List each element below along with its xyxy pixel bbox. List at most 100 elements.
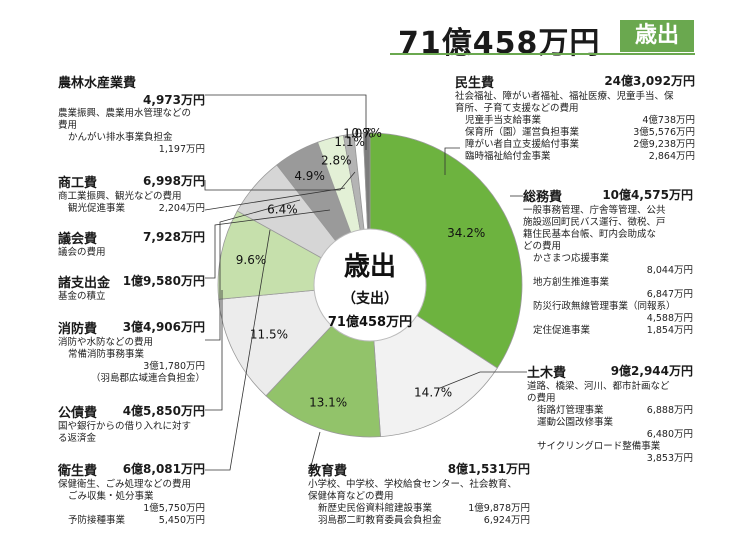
item-row: 予防接種事業 5,450万円 bbox=[68, 515, 205, 526]
percent-label: 4.9% bbox=[294, 169, 325, 183]
item-name: かんがい排水事業負担金 bbox=[68, 132, 173, 143]
category-name: 商工費 bbox=[58, 176, 98, 191]
leader-lines bbox=[204, 94, 527, 471]
category-desc: 施設巡回町民バス運行、徴税、戸 bbox=[523, 217, 666, 228]
leader-shoubou bbox=[205, 199, 301, 341]
item-amount: 8,044万円 bbox=[646, 265, 693, 276]
item-row: 街路灯管理事業 6,888万円 bbox=[537, 405, 693, 416]
leader-kyouiku bbox=[309, 431, 321, 471]
category-desc: 費用 bbox=[58, 120, 78, 131]
category-name: 議会費 bbox=[58, 232, 98, 247]
leader-gikai bbox=[204, 187, 346, 211]
category-desc: 道路、橋梁、河川、都市計画など bbox=[527, 381, 670, 392]
category-desc: る返済金 bbox=[58, 433, 97, 444]
item-name: ごみ収集・処分事業 bbox=[68, 491, 154, 502]
category-amount: 6,998万円 bbox=[143, 174, 205, 188]
center-title: 歳出 bbox=[344, 252, 396, 282]
item-name: かさまつ応援事業 bbox=[533, 253, 610, 264]
percent-label: 11.5% bbox=[250, 327, 288, 341]
item-amount: 6,480万円 bbox=[646, 429, 693, 440]
category-shoukou: 商工費 6,998万円 商工業振興、観光などの費用 観光促進事業 2,204万円 bbox=[58, 172, 205, 215]
category-amount: 24億3,092万円 bbox=[604, 74, 695, 88]
header-total: 71億458万円 bbox=[398, 26, 601, 61]
center-total: 71億458万円 bbox=[328, 314, 412, 330]
category-desc: 小学校、中学校、学校給食センター、社会教育、 bbox=[308, 479, 517, 490]
category-desc: 基金の積立 bbox=[58, 291, 106, 302]
item-amount: 3億1,780万円 bbox=[143, 361, 205, 372]
percent-label: 0.7% bbox=[351, 126, 382, 140]
percent-label: 14.7% bbox=[414, 385, 452, 399]
category-desc: 農業振興、農業用水管理などの bbox=[58, 108, 192, 119]
category-desc: 保健体育などの費用 bbox=[308, 491, 394, 502]
category-desc: 国や銀行からの借り入れに対す bbox=[58, 421, 192, 432]
center-subtitle: （支出） bbox=[342, 290, 398, 307]
category-desc: 籍住民基本台帳、町内会助成な bbox=[523, 229, 657, 240]
category-amount: 6億8,081万円 bbox=[122, 462, 205, 476]
category-doboku: 土木費 9億2,944万円 道路、橋梁、河川、都市計画など の費用 街路灯管理事… bbox=[527, 362, 693, 465]
category-name: 総務費 bbox=[523, 190, 563, 205]
percent-label: 2.8% bbox=[321, 153, 352, 167]
category-desc: どの費用 bbox=[523, 241, 562, 252]
category-desc: 議会の費用 bbox=[58, 247, 106, 258]
item-row: 観光促進事業 2,204万円 bbox=[68, 203, 205, 214]
item-name: サイクリングロード整備事業 bbox=[537, 441, 661, 452]
item-row: 羽島郡二町教育委員会負担金 6,924万円 bbox=[318, 515, 530, 526]
category-desc: 社会福祉、障がい者福祉、福祉医療、児童手当、保 bbox=[455, 91, 674, 102]
donut-hole bbox=[313, 228, 427, 342]
item-row: 新歴史民俗資料館建設事業 1億9,878万円 bbox=[318, 503, 530, 514]
category-name: 公債費 bbox=[58, 406, 98, 421]
category-amount: 3億4,906万円 bbox=[122, 320, 205, 334]
category-name: 土木費 bbox=[527, 366, 567, 381]
category-eisei: 衛生費 6億8,081万円 保健衛生、ごみ処理などの費用 ごみ収集・処分事業 1… bbox=[58, 460, 205, 527]
category-minsei: 民生費 24億3,092万円 社会福祉、障がい者福祉、福祉医療、児童手当、保 育… bbox=[455, 72, 695, 163]
category-amount: 10億4,575万円 bbox=[602, 188, 693, 202]
category-name: 消防費 bbox=[58, 322, 98, 337]
category-soumu: 総務費 10億4,575万円 一般事務管理、庁舎等管理、公共 施設巡回町民バス運… bbox=[523, 186, 693, 337]
item-row: 保育所（園）運営負担事業 3億5,576万円 bbox=[465, 127, 695, 138]
percent-label: 34.2% bbox=[447, 226, 485, 240]
percent-label: 6.4% bbox=[267, 203, 298, 217]
category-desc: 育所、子育て支援などの費用 bbox=[455, 103, 579, 114]
item-row: 児童手当支給事業 4億738万円 bbox=[465, 115, 695, 126]
percent-label: 9.6% bbox=[236, 253, 267, 267]
percent-label: 1.1% bbox=[334, 135, 365, 149]
category-nourin: 農林水産業費 4,973万円 農業振興、農業用水管理などの 費用 かんがい排水事… bbox=[58, 72, 205, 156]
item-name: 地方創生推進事業 bbox=[533, 277, 610, 288]
leader-shoukou bbox=[204, 171, 356, 191]
item-name: 防災行政無線管理事業（同報系） bbox=[533, 301, 676, 312]
category-name: 衛生費 bbox=[58, 464, 98, 479]
item-name: 常備消防事務事業 bbox=[68, 349, 145, 360]
category-shoubou: 消防費 3億4,906万円 消防や水防などの費用 常備消防事務事業 3億1,78… bbox=[58, 318, 205, 385]
item-row: 障がい者自立支援給付事業 2億9,238万円 bbox=[465, 139, 695, 150]
category-kousai: 公債費 4億5,850万円 国や銀行からの借り入れに対す る返済金 bbox=[58, 402, 205, 445]
category-desc: 保健衛生、ごみ処理などの費用 bbox=[58, 479, 192, 490]
item-row: 臨時福祉給付金事業 2,864万円 bbox=[465, 151, 695, 162]
leader-doboku bbox=[439, 371, 527, 389]
category-desc: 消防や水防などの費用 bbox=[58, 337, 154, 348]
item-amount: 1,197万円 bbox=[158, 144, 205, 155]
percent-label: 13.1% bbox=[309, 395, 347, 409]
header-rule bbox=[390, 53, 695, 55]
leader-nourin bbox=[205, 94, 367, 150]
item-amount: 1億5,750万円 bbox=[143, 503, 205, 514]
category-amount: 4,973万円 bbox=[143, 93, 205, 107]
leader-shoshishutsu bbox=[205, 209, 331, 279]
category-name: 教育費 bbox=[308, 464, 348, 479]
category-amount: 1億9,580万円 bbox=[122, 274, 205, 288]
item-note: （羽島郡広域連合負担金） bbox=[90, 373, 205, 384]
category-amount: 8億1,531万円 bbox=[447, 462, 530, 476]
item-amount: 4,588万円 bbox=[646, 313, 693, 324]
header-badge: 歳出 bbox=[620, 20, 694, 52]
percent-label: 1.0% bbox=[343, 126, 374, 140]
category-kyouiku: 教育費 8億1,531万円 小学校、中学校、学校給食センター、社会教育、 保健体… bbox=[308, 460, 530, 527]
category-amount: 4億5,850万円 bbox=[122, 404, 205, 418]
category-gikai: 議会費 7,928万円 議会の費用 bbox=[58, 228, 205, 259]
leader-eisei bbox=[205, 229, 271, 471]
leader-minsei bbox=[444, 147, 460, 175]
category-name: 諸支出金 bbox=[58, 276, 111, 291]
category-amount: 7,928万円 bbox=[143, 230, 205, 244]
item-amount: 3,853万円 bbox=[646, 453, 693, 464]
category-desc: 商工業振興、観光などの費用 bbox=[58, 191, 182, 202]
category-shoshishutsu: 諸支出金 1億9,580万円 基金の積立 bbox=[58, 272, 205, 303]
